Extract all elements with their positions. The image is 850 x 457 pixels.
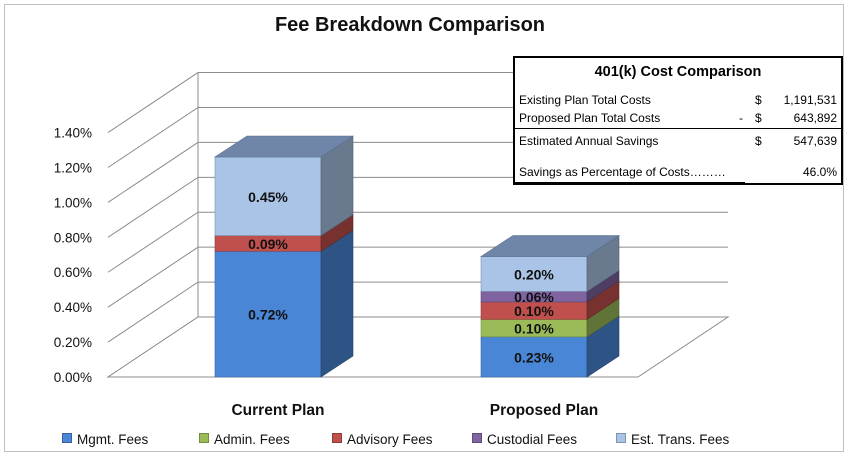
y-tick-label: 0.20%: [54, 335, 92, 350]
legend-label: Custodial Fees: [487, 432, 578, 447]
y-tick-label: 1.40%: [54, 126, 92, 141]
y-tick-label: 1.00%: [54, 195, 92, 210]
data-label: 0.09%: [248, 236, 288, 252]
bar-segment-front: [214, 250, 322, 378]
bar-top-face: [479, 235, 621, 257]
bar-segment-front: [214, 156, 322, 236]
cost-row-proposed: Proposed Plan Total Costs - $ 643,892: [519, 110, 837, 127]
cost-row-value: 1,191,531: [783, 93, 837, 107]
cost-row-currency: $: [755, 134, 762, 148]
legend-item-custodial-fees: Custodial Fees: [472, 432, 577, 447]
data-label: 0.20%: [514, 266, 554, 282]
chart-floor: [106, 316, 730, 378]
legend-swatch: [472, 433, 482, 443]
legend-swatch: [62, 433, 72, 443]
legend-swatch: [616, 433, 626, 443]
gridline: [107, 246, 728, 308]
legend-swatch: [332, 433, 342, 443]
y-tick-label: 1.20%: [54, 160, 92, 175]
legend-label: Admin. Fees: [214, 432, 290, 447]
cost-row-savings: Estimated Annual Savings $ 547,639: [519, 133, 837, 150]
table-divider: [515, 128, 841, 129]
cost-row-percentage: Savings as Percentage of Costs……… 46.0%: [519, 164, 837, 181]
cost-row-value: 547,639: [793, 134, 837, 148]
data-label: 0.10%: [514, 303, 554, 319]
bar-segment-front: [480, 336, 588, 378]
cost-row-label: Existing Plan Total Costs: [519, 93, 651, 107]
cost-row-value: 46.0%: [802, 165, 837, 179]
cost-row-value: 643,892: [793, 111, 837, 125]
cost-row-currency: $: [755, 111, 762, 125]
cost-row-currency: $: [755, 93, 762, 107]
y-tick-label: 0.80%: [54, 230, 92, 245]
legend-item-admin-fees: Admin. Fees: [199, 432, 290, 447]
cost-row-existing: Existing Plan Total Costs $ 1,191,531: [519, 92, 837, 109]
legend-item-est-trans-fees: Est. Trans. Fees: [616, 432, 729, 447]
chart-title: Fee Breakdown Comparison: [274, 14, 546, 36]
data-label: 0.72%: [248, 307, 288, 323]
legend-item-advisory-fees: Advisory Fees: [332, 432, 433, 447]
legend-label: Mgmt. Fees: [77, 432, 149, 447]
cost-comparison-table: 401(k) Cost Comparison Existing Plan Tot…: [513, 56, 843, 185]
x-category-label: Current Plan: [231, 402, 324, 419]
gridline: [107, 211, 728, 273]
cost-row-sign: -: [739, 111, 743, 125]
bar-top-face: [213, 135, 355, 158]
gridline: [107, 176, 728, 238]
cost-row-label: Savings as Percentage of Costs………: [519, 165, 726, 179]
cost-row-label: Proposed Plan Total Costs: [519, 111, 661, 125]
table-divider: [515, 182, 745, 183]
data-label: 0.06%: [514, 289, 554, 305]
y-tick-label: 0.00%: [54, 370, 92, 385]
legend-label: Est. Trans. Fees: [631, 432, 730, 447]
data-label: 0.45%: [248, 189, 288, 205]
bar-segment-front: [480, 256, 588, 292]
bar-segment-side: [320, 229, 354, 378]
x-category-label: Proposed Plan: [490, 402, 599, 419]
cost-comparison-title: 401(k) Cost Comparison: [594, 64, 762, 80]
legend-swatch: [199, 433, 209, 443]
legend-item-mgmt-fees: Mgmt. Fees: [62, 432, 148, 447]
cost-row-label: Estimated Annual Savings: [519, 134, 659, 148]
y-tick-label: 0.60%: [54, 265, 92, 280]
y-tick-label: 0.40%: [54, 300, 92, 315]
data-label: 0.23%: [514, 349, 554, 365]
legend-label: Advisory Fees: [347, 432, 433, 447]
data-label: 0.10%: [514, 321, 554, 337]
